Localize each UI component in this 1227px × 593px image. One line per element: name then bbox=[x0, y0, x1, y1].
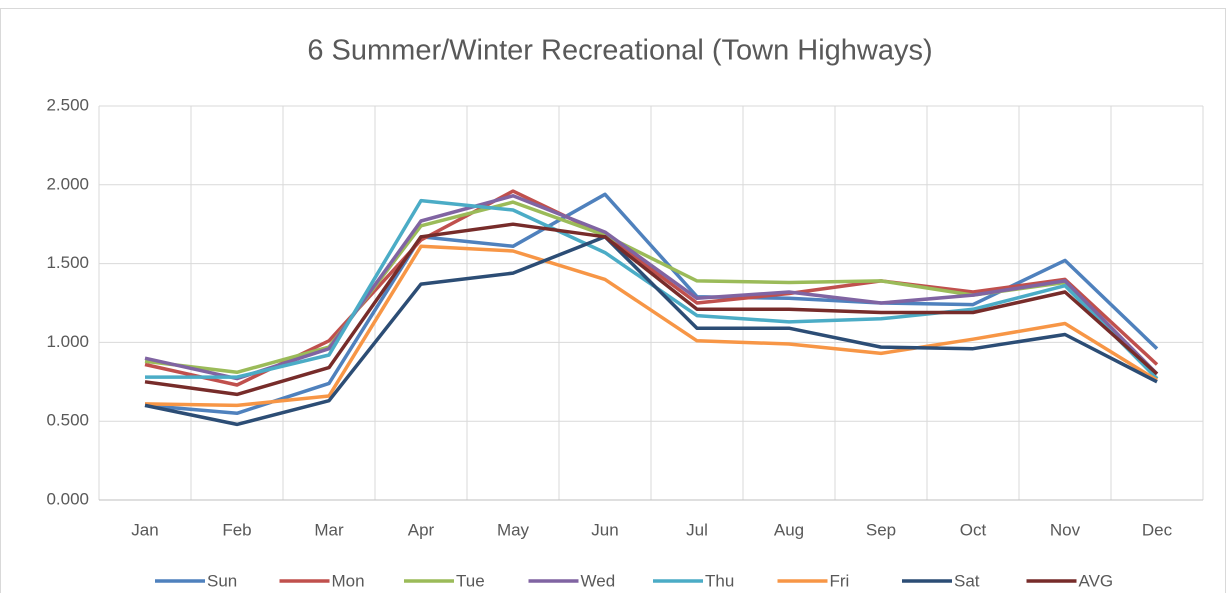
x-tick-label: Nov bbox=[1050, 520, 1081, 539]
y-tick-label: 0.500 bbox=[46, 411, 89, 430]
series-line bbox=[144, 222, 1159, 397]
x-tick-label: Sep bbox=[866, 520, 896, 539]
x-tick-label: Dec bbox=[1142, 520, 1173, 539]
chart-title: 6 Summer/Winter Recreational (Town Highw… bbox=[307, 35, 932, 67]
legend-label: Thu bbox=[705, 571, 734, 590]
x-tick-label: Jan bbox=[131, 520, 158, 539]
legend-label: Tue bbox=[456, 571, 485, 590]
legend-label: Sat bbox=[954, 571, 980, 590]
series-line bbox=[144, 189, 1159, 387]
x-tick-label: Mar bbox=[314, 520, 344, 539]
chart-frame bbox=[0, 8, 1226, 593]
y-tick-label: 0.000 bbox=[46, 489, 89, 508]
x-tick-label: Aug bbox=[774, 520, 804, 539]
series-line bbox=[144, 192, 1159, 416]
x-tick-label: Jun bbox=[591, 520, 618, 539]
y-tick-label: 2.500 bbox=[46, 95, 89, 114]
legend-label: Mon bbox=[332, 571, 365, 590]
y-tick-label: 2.000 bbox=[46, 174, 89, 193]
x-tick-label: Apr bbox=[408, 520, 435, 539]
legend-label: Sun bbox=[207, 571, 237, 590]
x-tick-label: Oct bbox=[960, 520, 987, 539]
x-tick-label: Feb bbox=[222, 520, 251, 539]
x-tick-label: May bbox=[497, 520, 530, 539]
series-line bbox=[144, 244, 1158, 408]
x-tick-label: Jul bbox=[686, 520, 708, 539]
series-line bbox=[144, 194, 1159, 381]
legend-label: Wed bbox=[581, 571, 616, 590]
y-tick-label: 1.500 bbox=[46, 253, 89, 272]
series-line bbox=[144, 235, 1158, 427]
legend-label: AVG bbox=[1079, 571, 1114, 590]
y-tick-label: 1.000 bbox=[46, 332, 89, 351]
legend-label: Fri bbox=[830, 571, 850, 590]
